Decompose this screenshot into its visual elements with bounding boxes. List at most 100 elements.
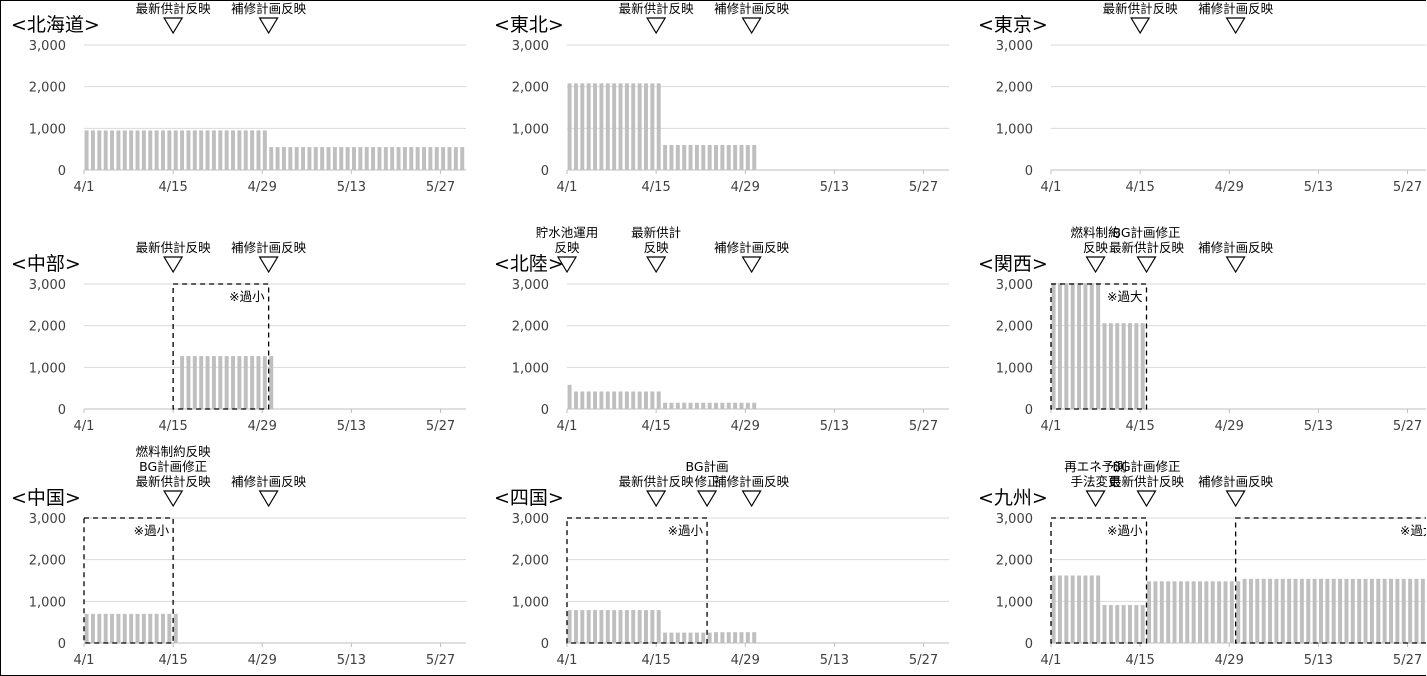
y-tick-label: 2,000 [996,320,1033,335]
daily-bar [1185,581,1190,643]
daily-bar [199,356,204,409]
x-tick-label: 4/1 [74,180,95,195]
daily-bar [593,83,598,170]
daily-bar [656,610,661,643]
daily-bar [250,130,255,170]
y-tick-label: 1,000 [29,122,66,137]
event-marker-icon [1085,256,1106,274]
daily-bar [1108,605,1113,643]
daily-bar [396,147,401,170]
daily-bar [1096,283,1101,409]
daily-bar [1083,575,1088,643]
daily-bar [173,130,178,170]
box-label: ※過小 [668,523,704,538]
daily-bar [593,391,598,409]
x-tick-label: 5/27 [909,180,938,195]
daily-bar [205,130,210,170]
daily-bar [688,402,693,409]
chart-title: <中国> [11,487,81,509]
event-marker-icon [741,490,762,508]
highlight-box [1050,283,1148,410]
event-marker-icon [258,256,279,274]
daily-bar [669,632,674,643]
x-tick-label: 4/29 [731,653,760,668]
x-tick-label: 5/13 [337,653,366,668]
daily-bar [1115,605,1120,643]
daily-bar [237,130,242,170]
region-chart: <北陸> 3,000 2,000 1,000 0 4/1 4/15 4/29 5/13 5/27 貯… [494,225,949,434]
daily-bar [1274,578,1279,643]
daily-bar [593,610,598,643]
x-tick-label: 4/15 [642,180,671,195]
chart-title: <北海道> [11,14,100,36]
event-marker-icon [697,490,718,508]
daily-bar [726,402,731,409]
x-tick-label: 4/15 [159,419,188,434]
highlight-box [1234,517,1426,644]
x-tick-label: 4/29 [248,653,277,668]
daily-bar [599,391,604,409]
daily-bar [567,384,572,409]
daily-bar [714,632,718,643]
marker-annotation: 最新供計反映 [136,474,212,489]
daily-bar [663,145,668,170]
daily-bar [1382,578,1387,643]
daily-bar [752,632,757,643]
daily-bar [180,130,185,170]
daily-bar [745,632,750,643]
daily-bar [580,391,585,409]
daily-bar [1229,581,1234,643]
daily-bar [694,632,699,643]
y-tick-label: 1,000 [29,595,66,610]
daily-bar [1217,581,1222,643]
daily-bar [1369,578,1374,643]
daily-bar [237,356,242,409]
y-tick-label: 0 [1025,403,1033,418]
box-label: ※過小 [1107,523,1143,538]
daily-bar [1102,605,1107,643]
daily-bar [129,130,134,170]
marker-annotation: 手法変更 [1071,474,1122,489]
x-tick-label: 4/29 [1215,653,1244,668]
daily-bar [1096,575,1101,643]
daily-bar [294,147,299,170]
daily-bar [231,356,235,409]
daily-bar [1414,578,1419,643]
daily-bar [1293,578,1298,643]
daily-bar [1166,581,1171,643]
daily-bar [739,145,744,170]
daily-bar [675,632,680,643]
daily-bar [211,356,216,409]
y-tick-label: 2,000 [29,554,66,569]
y-tick-label: 1,000 [996,595,1033,610]
daily-bar [1299,578,1304,643]
daily-bar [110,130,115,170]
daily-bar [618,83,623,170]
x-tick-label: 4/1 [557,180,578,195]
x-tick-label: 4/29 [248,419,277,434]
x-tick-label: 4/15 [1126,180,1155,195]
daily-bar [90,613,95,643]
event-marker-icon [646,256,667,274]
daily-bar [637,610,642,643]
y-tick-label: 0 [541,637,549,652]
daily-bar [1261,578,1266,643]
chart-title: <東北> [494,14,564,36]
region-chart: <関西> 3,000 2,000 1,000 0 4/1 4/15 4/29 5/13 5/27 ※… [978,225,1426,434]
x-tick-label: 5/13 [1304,419,1333,434]
daily-bar [332,147,337,170]
daily-bar [1376,578,1381,643]
daily-bar [345,147,350,170]
daily-bar [269,147,274,170]
y-tick-label: 3,000 [512,512,549,527]
daily-bar [1357,578,1362,643]
y-tick-label: 3,000 [996,512,1033,527]
daily-bar [669,402,674,409]
daily-bar [650,391,655,409]
daily-bar [460,147,465,170]
box-label: ※過小 [229,289,265,304]
daily-bar [612,83,617,170]
y-tick-label: 3,000 [29,512,66,527]
daily-bar [1051,283,1056,409]
daily-bar [275,147,280,170]
